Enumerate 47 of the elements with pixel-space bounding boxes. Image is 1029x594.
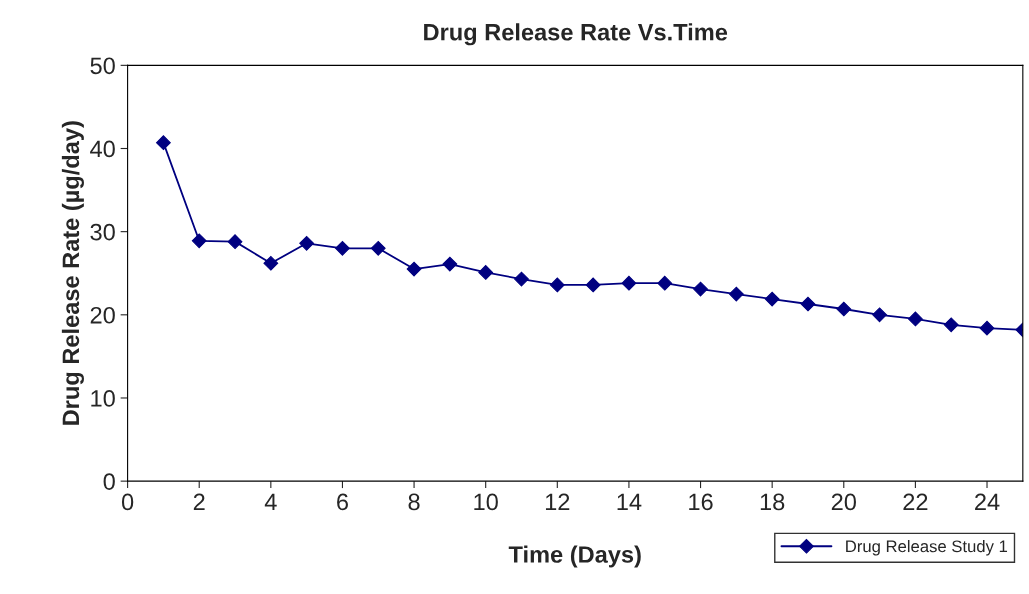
point xyxy=(156,135,171,151)
x-tick-label: 0 xyxy=(121,493,134,511)
point xyxy=(908,311,923,327)
point xyxy=(943,317,959,333)
point xyxy=(514,271,529,287)
y-tick-label: 10 xyxy=(91,390,115,407)
point xyxy=(585,277,601,293)
point xyxy=(335,240,350,256)
chart-title: Drug Release Rate Vs.Time xyxy=(424,23,728,46)
point xyxy=(478,265,494,280)
point xyxy=(299,235,315,251)
x-tick-label: 14 xyxy=(617,493,642,511)
x-tick-label: 18 xyxy=(760,493,785,511)
point xyxy=(872,307,887,323)
y-tick-label: 0 xyxy=(103,473,115,490)
point xyxy=(728,286,744,302)
x-axis-title: Time (Days) xyxy=(508,545,641,568)
y-axis-title: Drug Release Rate (µg/day) xyxy=(61,121,84,425)
x-tick-label: 10 xyxy=(474,493,498,511)
point xyxy=(191,233,207,249)
y-tick-label: 40 xyxy=(90,140,115,158)
x-tick-label: 2 xyxy=(193,493,205,511)
point xyxy=(836,301,852,317)
y-tick-label: 20 xyxy=(90,306,115,324)
point xyxy=(800,296,816,312)
x-tick-label: 12 xyxy=(545,493,570,511)
x-tick-label: 6 xyxy=(337,493,348,511)
point xyxy=(979,320,995,336)
point xyxy=(764,291,780,307)
x-tick-label: 24 xyxy=(975,493,1000,511)
point xyxy=(370,240,386,256)
point xyxy=(693,281,708,297)
x-tick-label: 20 xyxy=(831,493,856,511)
x-tick-label: 8 xyxy=(408,493,420,511)
x-tick-label: 22 xyxy=(903,493,928,511)
point xyxy=(657,275,673,291)
x-tick-label: 4 xyxy=(264,493,277,511)
point xyxy=(263,255,279,271)
point xyxy=(406,261,422,277)
point xyxy=(621,275,637,291)
y-tick-label: 30 xyxy=(90,223,115,241)
point xyxy=(549,277,565,293)
y-tick-label: 50 xyxy=(90,57,115,75)
legend-label: Drug Release Study 1 xyxy=(846,540,1008,556)
x-tick-label: 16 xyxy=(689,493,713,511)
point xyxy=(442,256,458,272)
point xyxy=(227,234,243,250)
